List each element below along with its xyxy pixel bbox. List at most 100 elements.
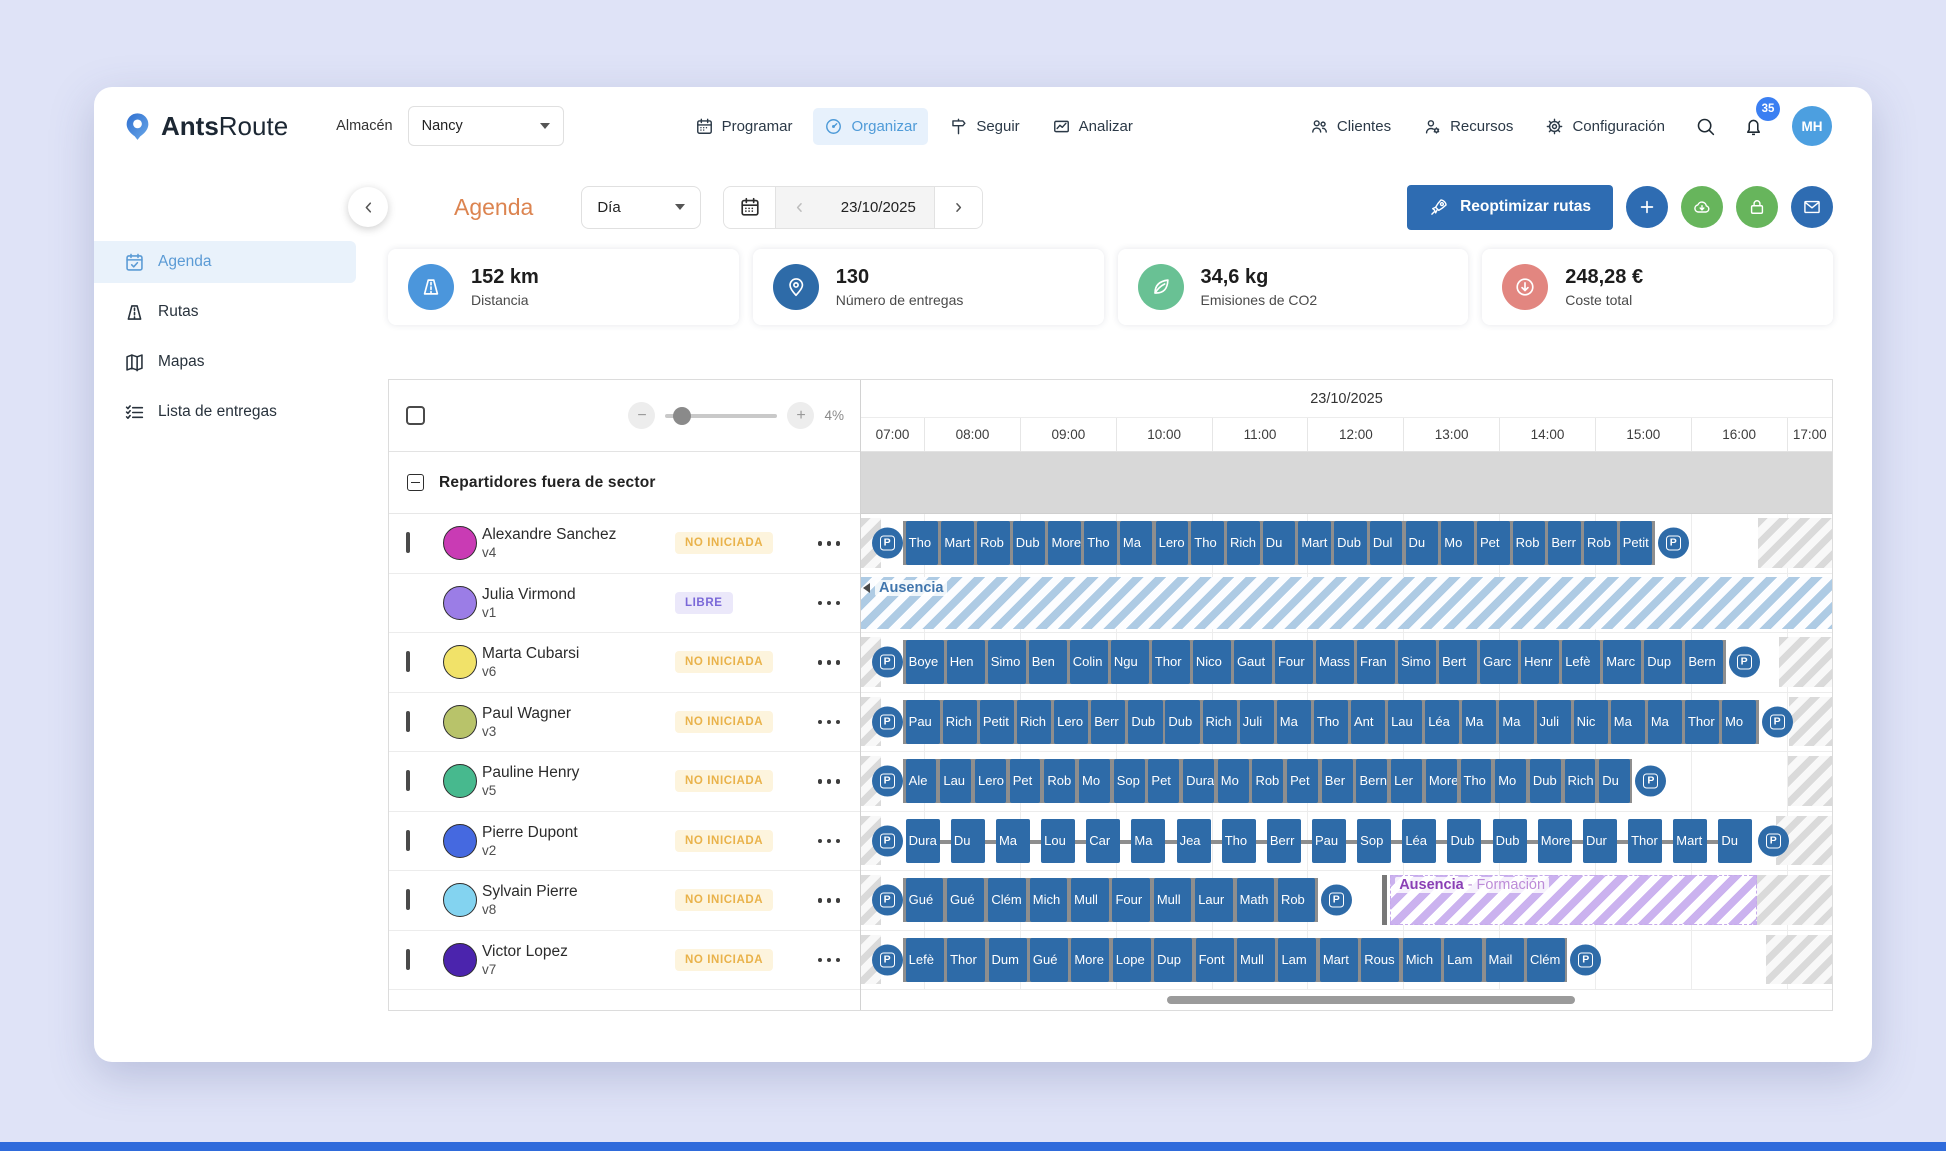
task-block[interactable]: Thor <box>1151 640 1190 684</box>
task-block[interactable]: More <box>1425 759 1457 803</box>
task-block[interactable]: Sop <box>1357 818 1392 863</box>
task-block[interactable]: Lau <box>1388 699 1423 744</box>
antsroute-logo[interactable]: AntsRoute <box>122 111 288 142</box>
task-block[interactable]: Lau <box>940 759 972 803</box>
task-block[interactable]: Rous <box>1361 937 1400 982</box>
task-block[interactable]: Boye <box>905 640 944 684</box>
task-block[interactable]: Du <box>1718 818 1753 863</box>
task-block[interactable]: Du <box>950 818 985 863</box>
task-block[interactable]: Ma <box>995 818 1030 863</box>
task-block[interactable]: Rich <box>1016 699 1052 744</box>
task-block[interactable]: Lefè <box>905 937 944 982</box>
calendar-picker-button[interactable] <box>724 186 777 228</box>
task-block[interactable]: Simo <box>1398 640 1436 684</box>
task-block[interactable]: Gué <box>947 878 985 922</box>
task-block[interactable]: Rich <box>1227 521 1260 565</box>
row-menu-button[interactable] <box>816 832 843 851</box>
task-block[interactable]: Car <box>1086 818 1121 863</box>
next-day-button[interactable] <box>934 186 983 228</box>
task-block[interactable]: Bern <box>1356 759 1388 803</box>
task-block[interactable]: Bern <box>1685 640 1724 684</box>
task-block[interactable]: Jea <box>1176 818 1211 863</box>
task-block[interactable]: Du <box>1405 521 1439 565</box>
task-block[interactable]: Mo <box>1722 699 1757 744</box>
task-block[interactable]: Bert <box>1439 640 1478 684</box>
task-block[interactable]: Nico <box>1192 640 1231 684</box>
zoom-slider-knob[interactable] <box>673 406 692 425</box>
task-block[interactable]: Berr <box>1548 521 1581 565</box>
notifications-button[interactable]: 35 <box>1734 97 1780 145</box>
task-block[interactable]: Marc <box>1603 640 1642 684</box>
sidebar-item-agenda[interactable]: Agenda <box>94 241 356 283</box>
task-block[interactable]: Berr <box>1266 818 1301 863</box>
task-block[interactable]: Mich <box>1402 937 1441 982</box>
task-block[interactable]: Dub <box>1447 818 1482 863</box>
depot-icon[interactable]: P <box>1728 646 1760 678</box>
task-block[interactable]: Dub <box>1012 521 1046 565</box>
task-block[interactable]: Dum <box>988 937 1027 982</box>
export-button[interactable] <box>1681 186 1723 228</box>
menu-item-clientes[interactable]: Clientes <box>1299 108 1402 145</box>
task-block[interactable]: Rich <box>942 699 977 744</box>
menu-item-organizar[interactable]: Organizar <box>813 107 929 145</box>
task-block[interactable]: Léa <box>1425 699 1460 744</box>
select-all-checkbox[interactable] <box>406 406 425 425</box>
task-block[interactable]: Ma <box>1131 818 1166 863</box>
depot-icon[interactable]: P <box>871 884 903 916</box>
collapse-section-icon[interactable] <box>407 474 424 491</box>
task-block[interactable]: Dub <box>1334 521 1367 565</box>
task-block[interactable]: Ma <box>1610 699 1645 744</box>
task-block[interactable]: Rob <box>977 521 1010 565</box>
task-block[interactable]: Rob <box>1252 759 1284 803</box>
task-block[interactable]: Font <box>1195 937 1234 982</box>
task-block[interactable]: Rob <box>1512 521 1546 565</box>
task-block[interactable]: Lou <box>1041 818 1076 863</box>
sidebar-item-rutas[interactable]: Rutas <box>94 291 356 333</box>
task-block[interactable]: Ma <box>1462 699 1497 744</box>
task-block[interactable]: Tho <box>1084 521 1117 565</box>
task-block[interactable]: More <box>1071 937 1110 982</box>
driver-checkbox[interactable] <box>406 532 410 554</box>
task-block[interactable]: Thor <box>1628 818 1663 863</box>
sidebar-item-mapas[interactable]: Mapas <box>94 341 356 383</box>
task-block[interactable]: Lero <box>1054 699 1089 744</box>
task-block[interactable]: Ant <box>1350 699 1386 744</box>
task-block[interactable]: Mass <box>1316 640 1354 684</box>
lock-button[interactable] <box>1736 186 1778 228</box>
period-select[interactable]: Día <box>581 185 702 229</box>
task-block[interactable]: Tho <box>1313 699 1349 744</box>
depot-icon[interactable]: P <box>871 944 903 976</box>
task-block[interactable]: Mart <box>1673 818 1708 863</box>
driver-checkbox[interactable] <box>406 710 410 732</box>
task-block[interactable]: Dura <box>905 818 940 863</box>
task-block[interactable]: Lam <box>1444 937 1483 982</box>
task-block[interactable]: Juli <box>1239 699 1274 744</box>
depot-icon[interactable]: P <box>871 646 903 678</box>
menu-item-recursos[interactable]: Recursos <box>1412 108 1524 145</box>
task-block[interactable]: Mull <box>1071 878 1109 922</box>
task-block[interactable]: Gué <box>1029 937 1068 982</box>
depot-icon[interactable]: P <box>1320 884 1352 916</box>
row-menu-button[interactable] <box>816 713 843 732</box>
task-block[interactable]: Sop <box>1113 759 1145 803</box>
task-block[interactable]: Pet <box>1287 759 1318 803</box>
task-block[interactable]: Ngu <box>1110 640 1149 684</box>
task-block[interactable]: Rich <box>1202 699 1237 744</box>
driver-checkbox[interactable] <box>406 889 410 911</box>
task-block[interactable]: Dur <box>1582 818 1617 863</box>
sidebar-item-lista-de-entregas[interactable]: Lista de entregas <box>94 391 356 433</box>
task-block[interactable]: Lam <box>1278 937 1317 982</box>
task-block[interactable]: Lope <box>1112 937 1151 982</box>
task-block[interactable]: Lero <box>975 759 1006 803</box>
task-block[interactable]: Dub <box>1128 699 1163 744</box>
task-block[interactable]: Thor <box>947 937 986 982</box>
row-menu-button[interactable] <box>816 534 843 553</box>
task-block[interactable]: Ma <box>1119 521 1153 565</box>
task-block[interactable]: Math <box>1236 878 1275 922</box>
task-block[interactable]: Four <box>1274 640 1313 684</box>
task-block[interactable]: Mart <box>1319 937 1358 982</box>
task-block[interactable]: Léa <box>1402 818 1437 863</box>
task-block[interactable]: Berr <box>1091 699 1126 744</box>
absence-resize-handle[interactable] <box>1382 875 1388 925</box>
reoptimize-routes-button[interactable]: Reoptimizar rutas <box>1407 184 1613 230</box>
